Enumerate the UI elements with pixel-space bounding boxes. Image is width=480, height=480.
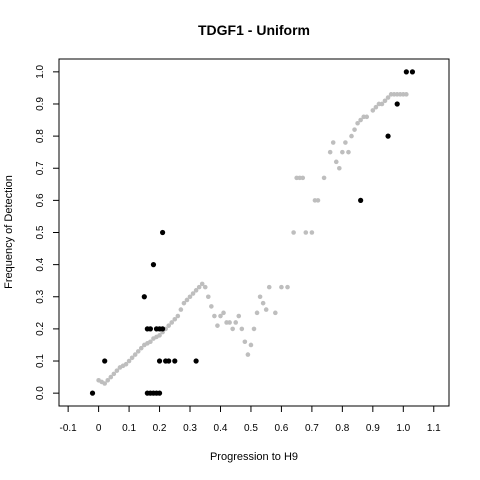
y-tick-label: 0.2	[35, 322, 46, 336]
series-1-point	[215, 323, 220, 328]
series-2-point	[148, 391, 153, 396]
series-1-point	[352, 127, 357, 132]
series-2-point	[395, 101, 400, 106]
x-tick-label: -0.1	[60, 423, 78, 434]
series-2-point	[151, 262, 156, 267]
series-1-point	[221, 311, 226, 316]
x-tick-label: 0.2	[153, 423, 167, 434]
y-tick-label: 0.5	[35, 225, 46, 239]
x-tick-label: 0.6	[274, 423, 288, 434]
x-tick-label: 0.9	[366, 423, 380, 434]
chart-title: TDGF1 - Uniform	[198, 22, 310, 38]
y-axis: 0.0 0.1 0.2 0.3 0.4 0.5 0.6 0.7 0.8 0.9 1.0	[35, 64, 59, 400]
x-tick-label: 0.3	[183, 423, 197, 434]
series-1-point	[264, 307, 269, 312]
series-1-point	[279, 285, 284, 290]
x-tick-label: 0.4	[214, 423, 228, 434]
y-tick-label: 0.1	[35, 354, 46, 368]
series-1-point	[212, 314, 217, 319]
series-2-point	[157, 391, 162, 396]
series-1-point	[349, 134, 354, 139]
y-tick-label: 0.3	[35, 289, 46, 303]
y-tick-label: 0.9	[35, 97, 46, 111]
y-axis-label: Frequency of Detection	[3, 175, 15, 289]
series-1-point	[337, 166, 342, 171]
series-1-point	[404, 92, 409, 97]
series-2-point	[194, 358, 199, 363]
series-1-point	[331, 140, 336, 145]
series-2-point	[172, 358, 177, 363]
x-tick-label: 0.8	[335, 423, 349, 434]
series-1-point	[316, 198, 321, 203]
series-1-point	[261, 301, 266, 306]
series-1-point	[206, 294, 211, 299]
series-2-point	[90, 391, 95, 396]
x-tick-label: 0.1	[122, 423, 136, 434]
series-2-point	[142, 294, 147, 299]
series-1-point	[364, 115, 369, 120]
series-1-point	[249, 343, 254, 348]
series-1-point	[230, 327, 235, 332]
series-1-point	[209, 304, 214, 309]
x-tick-label: 0	[96, 423, 102, 434]
series-1-points	[96, 92, 408, 386]
y-tick-label: 0.4	[35, 257, 46, 271]
series-2-point	[160, 230, 165, 235]
x-tick-label: 1.1	[427, 423, 441, 434]
series-2-point	[385, 134, 390, 139]
series-1-point	[310, 230, 315, 235]
series-1-point	[267, 285, 272, 290]
series-2-point	[410, 69, 415, 74]
series-1-point	[273, 311, 278, 316]
series-2-point	[160, 326, 165, 331]
series-1-point	[291, 230, 296, 235]
y-tick-label: 0.0	[35, 386, 46, 400]
x-tick-label: 1.0	[396, 423, 410, 434]
series-1-point	[300, 176, 305, 181]
series-1-point	[240, 327, 245, 332]
series-2-point	[157, 358, 162, 363]
series-2-point	[404, 69, 409, 74]
series-1-point	[246, 352, 251, 357]
series-2-point	[358, 198, 363, 203]
x-axis-label: Progression to H9	[210, 451, 298, 463]
series-1-point	[179, 307, 184, 312]
y-tick-label: 1.0	[35, 64, 46, 78]
series-1-point	[340, 150, 345, 155]
x-axis: -0.1 0 0.1 0.2 0.3 0.4 0.5 0.6 0.7 0.8 0.9 1.0 1.1	[60, 406, 442, 434]
series-2-point	[166, 358, 171, 363]
series-1-point	[346, 150, 351, 155]
x-tick-label: 0.7	[305, 423, 319, 434]
y-tick-label: 0.8	[35, 129, 46, 143]
plot-frame	[59, 59, 449, 406]
series-1-point	[258, 294, 263, 299]
series-1-point	[176, 314, 181, 319]
series-1-point	[334, 160, 339, 165]
series-1-point	[285, 285, 290, 290]
x-tick-label: 0.5	[244, 423, 258, 434]
y-tick-label: 0.7	[35, 161, 46, 175]
series-2-point	[148, 326, 153, 331]
series-1-point	[203, 285, 208, 290]
series-1-point	[255, 311, 260, 316]
series-1-point	[303, 230, 308, 235]
series-1-point	[233, 320, 238, 325]
series-1-point	[328, 150, 333, 155]
series-1-point	[252, 327, 257, 332]
series-1-point	[322, 176, 327, 181]
series-1-point	[236, 314, 241, 319]
series-1-point	[227, 320, 232, 325]
series-1-point	[243, 339, 248, 344]
series-2-point	[102, 358, 107, 363]
series-1-point	[343, 140, 348, 145]
y-tick-label: 0.6	[35, 193, 46, 207]
